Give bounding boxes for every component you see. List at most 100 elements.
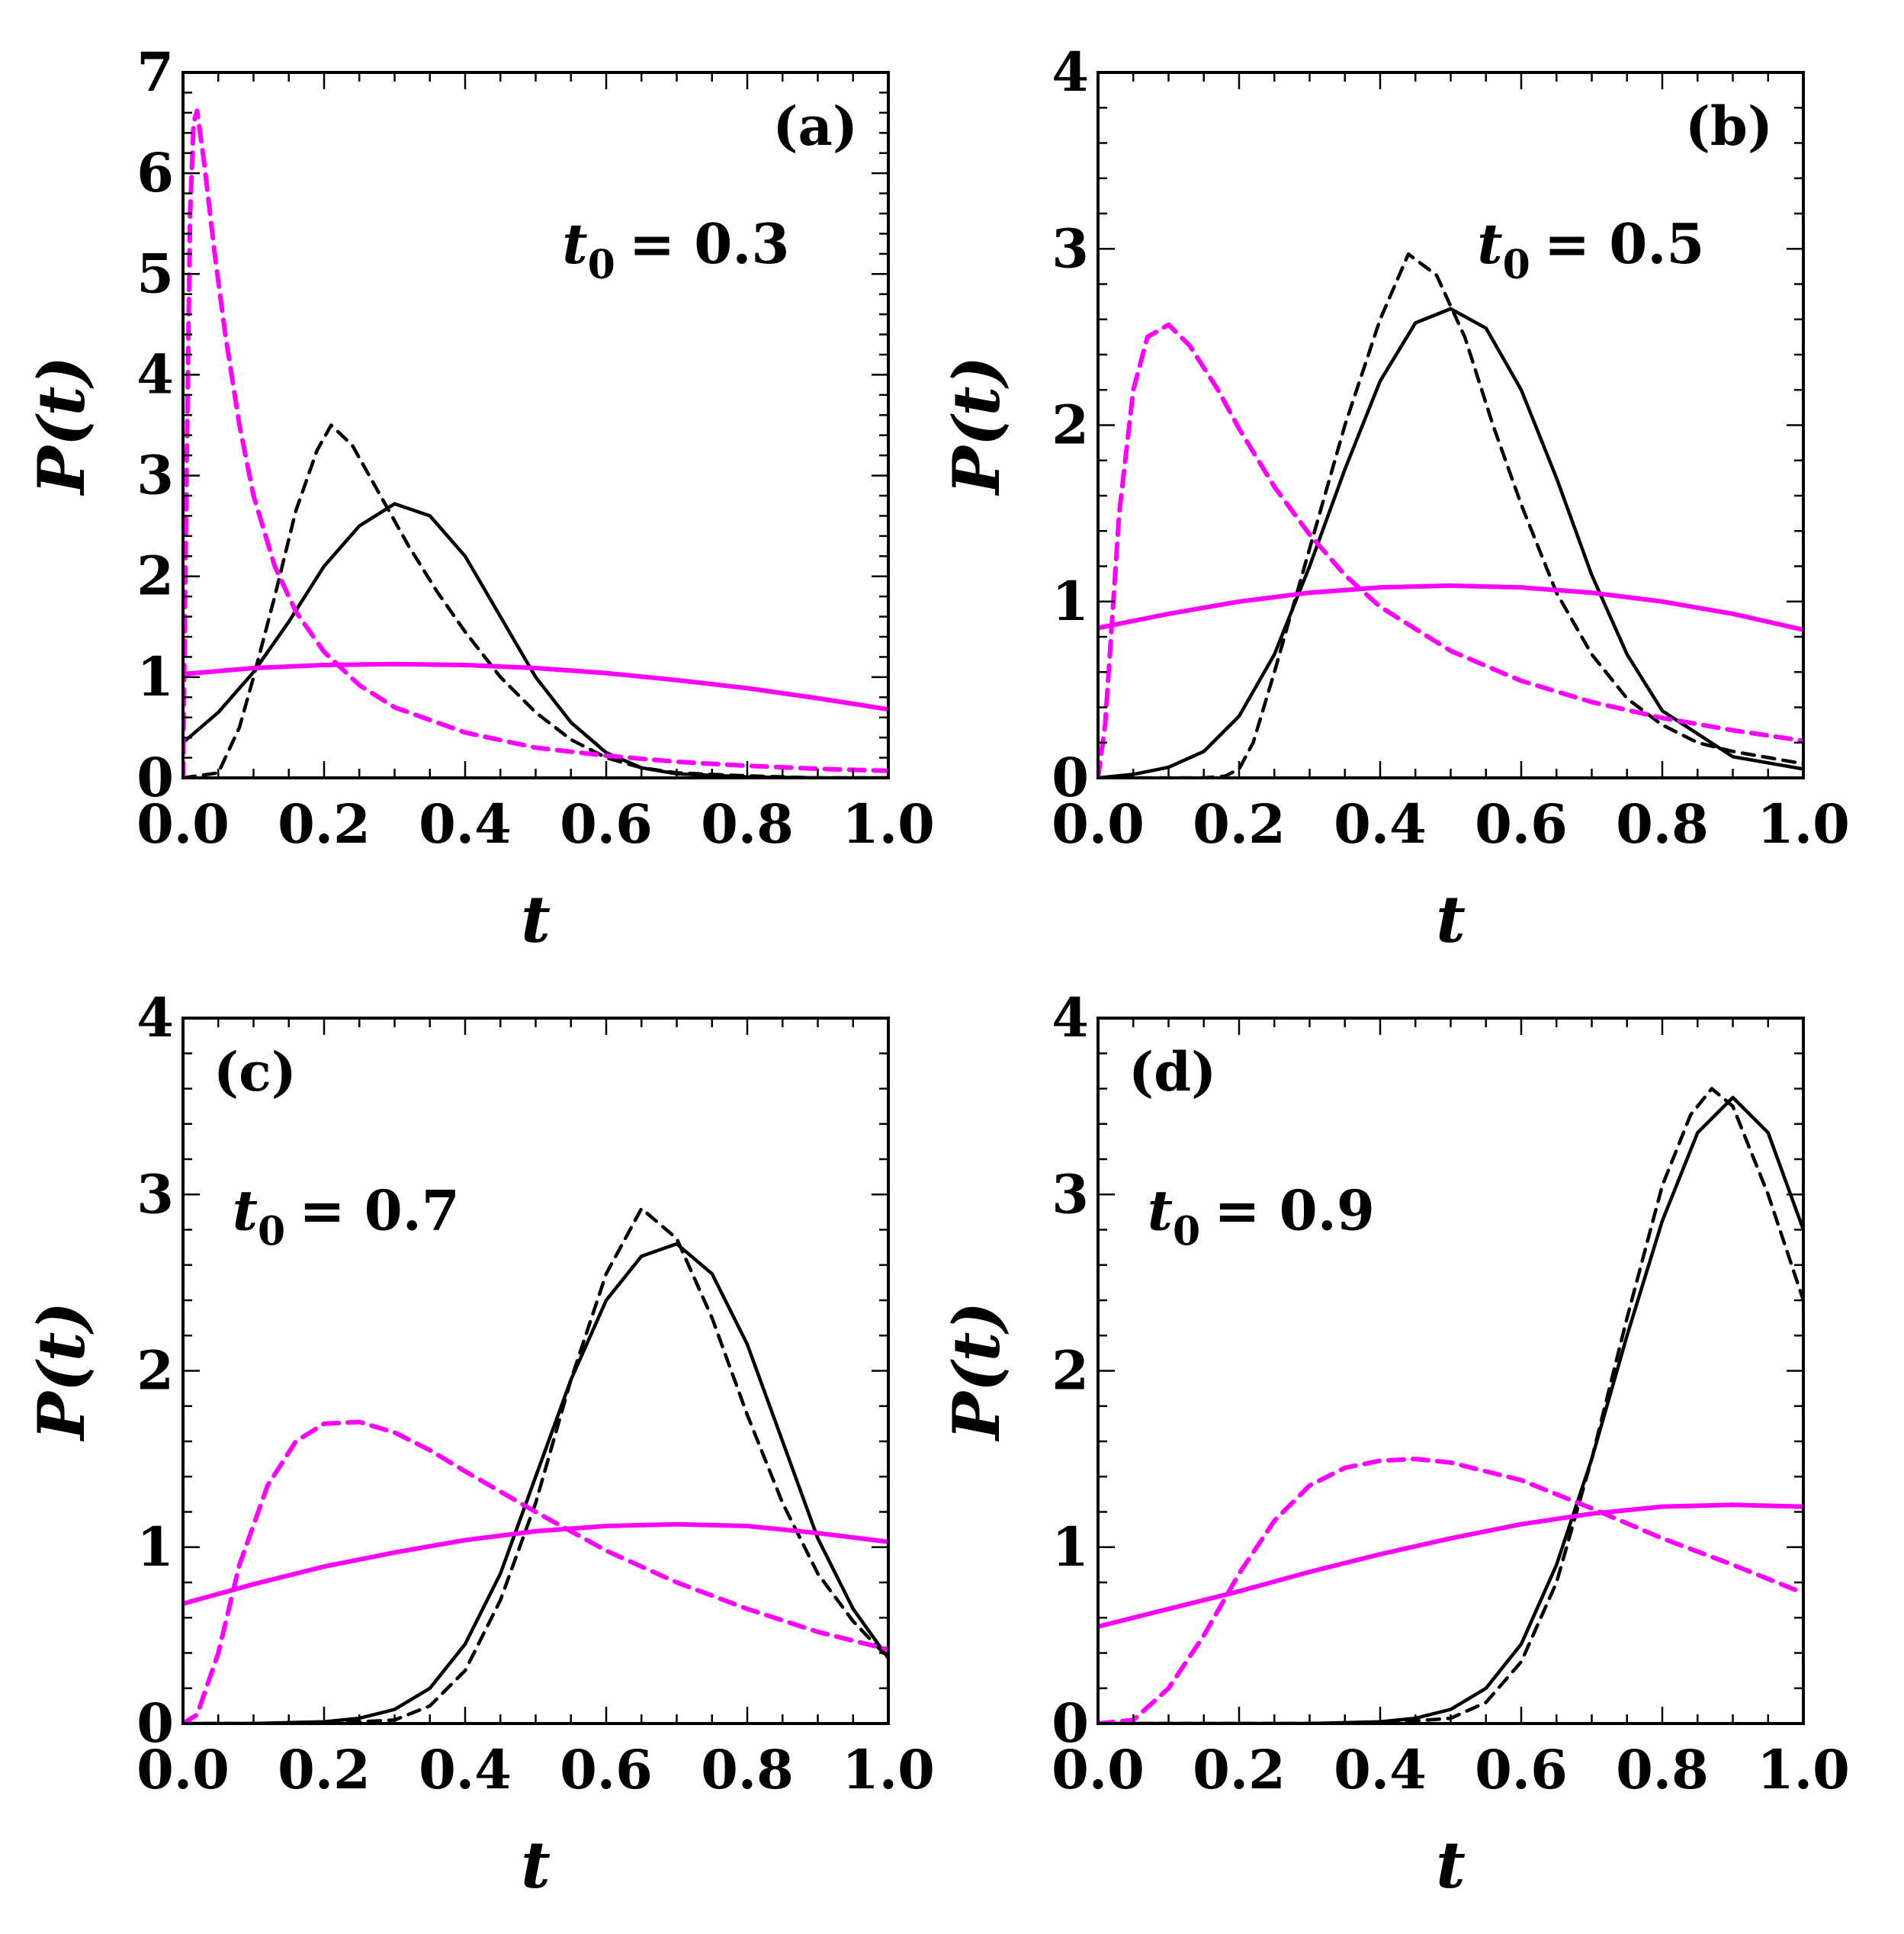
y-tick-label: 0 bbox=[136, 746, 174, 809]
x-axis-title: t bbox=[521, 1827, 551, 1903]
series-black-solid-d bbox=[1098, 1095, 1803, 1724]
series-black-dashed-b bbox=[1098, 252, 1803, 778]
x-tick-label: 0.2 bbox=[278, 1738, 371, 1801]
series-magenta-dashed-a bbox=[183, 108, 888, 778]
x-axis-title: t bbox=[1436, 1827, 1466, 1903]
series-black-dashed-a bbox=[183, 423, 888, 778]
y-tick-label: 6 bbox=[136, 141, 174, 204]
x-tick-label: 0.2 bbox=[1193, 792, 1286, 856]
y-tick-label: 2 bbox=[136, 545, 174, 608]
x-tick-label: 1.0 bbox=[842, 1738, 935, 1801]
series-magenta-solid-d bbox=[1098, 1502, 1803, 1629]
series-black-solid-b bbox=[1098, 307, 1803, 778]
series-magenta-solid-a bbox=[183, 661, 888, 712]
y-tick-label: 4 bbox=[136, 986, 174, 1049]
annotation-t0: t0 = 0.3 bbox=[562, 211, 789, 288]
y-axis-title: P(t) bbox=[24, 1302, 99, 1441]
y-tick-label: 0 bbox=[136, 1691, 174, 1755]
x-tick-label: 1.0 bbox=[1757, 792, 1850, 856]
x-tick-label: 0.2 bbox=[1193, 1738, 1286, 1801]
x-tick-label: 0.0 bbox=[1052, 1738, 1145, 1801]
x-tick-label: 0.8 bbox=[1616, 792, 1709, 856]
panel-label: (d) bbox=[1129, 1040, 1216, 1104]
series-magenta-dashed-c bbox=[183, 1419, 888, 1724]
x-tick-label: 0.2 bbox=[278, 792, 371, 856]
x-tick-label: 0.6 bbox=[1475, 1738, 1568, 1801]
series-magenta-dashed-d bbox=[1098, 1457, 1803, 1724]
y-tick-label: 4 bbox=[136, 342, 174, 406]
curves-c bbox=[183, 1206, 888, 1724]
x-tick-label: 0.8 bbox=[701, 1738, 794, 1801]
annotation-var: t bbox=[1477, 211, 1502, 276]
y-tick-label: 1 bbox=[1052, 1515, 1089, 1579]
annotation-sub: 0 bbox=[588, 242, 615, 288]
x-tick-label: 0.6 bbox=[560, 792, 653, 856]
y-axis-title: P(t) bbox=[24, 356, 99, 496]
annotation-value: = 0.3 bbox=[629, 211, 790, 276]
series-magenta-solid-b bbox=[1098, 583, 1803, 632]
y-tick-label: 3 bbox=[136, 1162, 174, 1226]
annotation-t0: t0 = 0.7 bbox=[233, 1178, 460, 1255]
x-tick-label: 0.0 bbox=[136, 1738, 230, 1801]
y-axis-title: P(t) bbox=[939, 356, 1014, 496]
y-tick-label: 1 bbox=[136, 645, 174, 708]
y-tick-label: 3 bbox=[136, 444, 174, 507]
plot-frame-c bbox=[181, 1017, 890, 1725]
annotation-value: = 0.9 bbox=[1214, 1178, 1375, 1243]
series-magenta-dashed-b bbox=[1098, 322, 1803, 778]
x-tick-label: 1.0 bbox=[842, 792, 935, 856]
curves-d bbox=[1098, 1087, 1803, 1724]
x-tick-label: 0.8 bbox=[1616, 1738, 1709, 1801]
plot-frame-d bbox=[1096, 1017, 1805, 1725]
panel-label: (a) bbox=[772, 95, 858, 158]
x-tick-label: 1.0 bbox=[1757, 1738, 1850, 1801]
y-tick-label: 5 bbox=[136, 242, 174, 305]
annotation-value: = 0.7 bbox=[299, 1178, 460, 1243]
y-tick-label: 7 bbox=[136, 40, 174, 104]
curves-b bbox=[1098, 252, 1803, 778]
y-axis-title: P(t) bbox=[939, 1302, 1014, 1441]
series-black-dashed-d bbox=[1098, 1087, 1803, 1724]
x-tick-label: 0.8 bbox=[701, 792, 794, 856]
y-tick-label: 1 bbox=[1052, 570, 1089, 633]
x-tick-label: 0.4 bbox=[1334, 792, 1427, 856]
x-tick-label: 0.6 bbox=[1475, 792, 1568, 856]
panel-label: (c) bbox=[214, 1040, 297, 1104]
x-tick-label: 0.4 bbox=[419, 792, 512, 856]
y-tick-label: 0 bbox=[1052, 1691, 1089, 1755]
y-tick-label: 1 bbox=[136, 1515, 174, 1579]
annotation-var: t bbox=[233, 1178, 258, 1243]
series-black-solid-c bbox=[183, 1242, 888, 1724]
annotation-t0: t0 = 0.5 bbox=[1477, 211, 1704, 288]
annotation-value: = 0.5 bbox=[1544, 211, 1705, 276]
annotation-t0: t0 = 0.9 bbox=[1148, 1178, 1375, 1255]
annotation-sub: 0 bbox=[1503, 242, 1530, 288]
y-tick-label: 4 bbox=[1052, 40, 1089, 104]
curves-a bbox=[183, 108, 888, 778]
y-tick-label: 3 bbox=[1052, 1162, 1089, 1226]
x-tick-label: 0.0 bbox=[1052, 792, 1145, 856]
series-magenta-solid-c bbox=[183, 1521, 888, 1606]
y-tick-label: 2 bbox=[136, 1339, 174, 1402]
y-tick-label: 3 bbox=[1052, 217, 1089, 280]
y-tick-label: 4 bbox=[1052, 986, 1089, 1049]
y-tick-label: 2 bbox=[1052, 394, 1089, 457]
annotation-sub: 0 bbox=[1173, 1209, 1200, 1255]
annotation-var: t bbox=[562, 211, 587, 276]
annotation-var: t bbox=[1148, 1178, 1173, 1243]
plot-frame-b bbox=[1096, 71, 1805, 779]
plot-frame-a bbox=[181, 71, 890, 779]
y-tick-label: 2 bbox=[1052, 1339, 1089, 1402]
y-tick-label: 0 bbox=[1052, 746, 1089, 809]
panel-label: (b) bbox=[1685, 95, 1773, 158]
x-axis-title: t bbox=[1436, 882, 1466, 957]
x-tick-label: 0.0 bbox=[136, 792, 230, 856]
x-axis-title: t bbox=[521, 882, 551, 957]
x-tick-label: 0.4 bbox=[1334, 1738, 1427, 1801]
x-tick-label: 0.4 bbox=[419, 1738, 512, 1801]
